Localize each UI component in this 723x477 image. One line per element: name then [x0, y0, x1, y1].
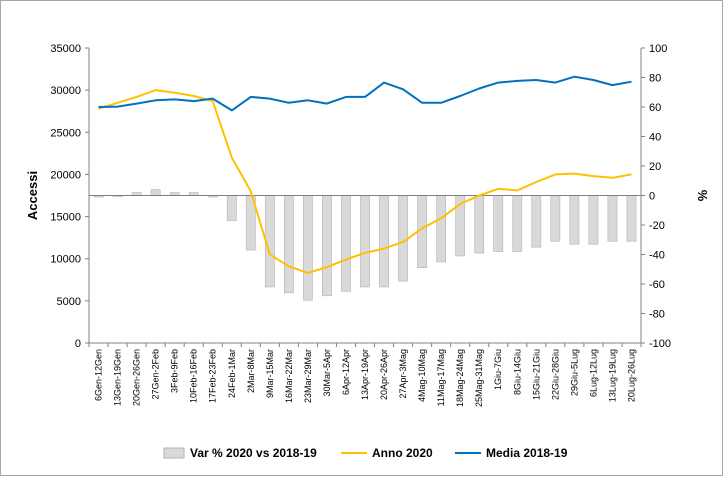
x-tick-label: 27Gen-2Feb	[151, 349, 161, 400]
y-right-tick-label: -80	[649, 309, 665, 321]
bar-11	[303, 195, 313, 301]
legend: Var % 2020 vs 2018-19 Anno 2020 Media 20…	[163, 446, 568, 460]
y-left-axis-title: Accessi	[25, 171, 40, 220]
y-left-tick-label: 20000	[50, 169, 81, 181]
x-tick-label: 10Feb-16Feb	[189, 349, 199, 403]
x-tick-label: 8Giu-14Giu	[512, 349, 522, 395]
x-tick-label: 3Feb-9Feb	[170, 349, 180, 393]
bar-21	[493, 195, 504, 252]
line-media-2018-19	[98, 75, 632, 112]
y-left-tick-label: 25000	[50, 127, 81, 139]
x-tick-label: 24Feb-1Mar	[227, 349, 237, 398]
x-tick-label: 13Gen-19Gen	[113, 349, 123, 406]
y-right-tick-label: -40	[649, 250, 665, 262]
y-right-tick-label: -20	[649, 220, 665, 232]
y-left-tick-label: 35000	[50, 43, 81, 55]
y-left-ticks: 0 5000 10000 15000 20000 25000 30000 35000	[50, 43, 89, 350]
y-right-ticks: -100 -80 -60 -40 -20 0 20 40 60 80 100	[641, 43, 671, 350]
y-left-tick-label: 0	[75, 338, 81, 350]
y-right-tick-label: 60	[649, 102, 661, 114]
line-series	[98, 75, 632, 274]
bar-24	[550, 195, 561, 242]
x-tick-label: 2Mar-8Mar	[246, 349, 256, 393]
x-tick-label: 27Apr-3Mag	[398, 349, 408, 399]
x-tick-label: 15Giu-21Giu	[531, 349, 541, 400]
bar-3	[150, 189, 161, 196]
bar-16	[398, 195, 408, 282]
y-left-tick-label: 5000	[57, 296, 81, 308]
bar-10	[283, 195, 294, 294]
y-right-tick-label: 0	[649, 191, 655, 203]
bar-27	[607, 195, 618, 242]
x-tick-label: 20Lug-26Lug	[626, 349, 636, 402]
y-right-tick-label: 80	[649, 73, 661, 85]
x-tick-label: 13Apr-19Apr	[360, 349, 370, 400]
x-tick-label: 30Mar-5Apr	[322, 349, 332, 397]
x-tick-label: 4Mag-10Mag	[417, 349, 427, 402]
bar-18	[436, 195, 447, 263]
bar-28	[626, 195, 637, 242]
x-tick-label: 17Feb-23Feb	[208, 349, 218, 403]
x-tick-label: 11Mag-17Mag	[436, 349, 446, 406]
x-tick-label: 23Mar-29Mar	[303, 349, 313, 403]
x-tick-label: 16Mar-22Mar	[284, 349, 294, 403]
x-tick-label: 20Apr-26Apr	[379, 349, 389, 400]
y-right-axis-title: %	[695, 190, 710, 202]
bar-25	[569, 195, 580, 245]
line-anno-2020	[98, 89, 632, 274]
y-left-tick-label: 30000	[50, 85, 81, 97]
bar-7	[226, 195, 237, 221]
x-ticks: 6Gen-12Gen 13Gen-19Gen 20Gen-26Gen 27Gen-2F…	[94, 349, 637, 407]
bar-14	[360, 195, 370, 288]
x-tick-label: 29Giu-5Lug	[569, 349, 579, 396]
y-right-tick-label: 100	[649, 43, 667, 55]
y-right-tick-label: -60	[649, 279, 665, 291]
bar-26	[588, 195, 599, 245]
x-tick-label: 22Giu-28Giu	[550, 349, 560, 400]
y-right-tick-label: -100	[649, 338, 671, 350]
x-tick-label: 1Giu-7Giu	[493, 349, 503, 390]
bar-22	[512, 195, 523, 252]
y-right-tick-label: 40	[649, 132, 661, 144]
bar-20	[474, 195, 485, 254]
y-left-tick-label: 15000	[50, 212, 81, 224]
y-right-tick-label: 20	[649, 161, 661, 173]
legend-label-anno-2020: Anno 2020	[372, 446, 433, 460]
bar-15	[379, 195, 389, 288]
bar-series-var	[93, 189, 637, 301]
bar-13	[341, 195, 351, 292]
x-tick-label: 6Lug-12Lug	[588, 349, 598, 397]
x-tick-label: 9Mar-15Mar	[265, 349, 275, 398]
x-tick-label: 6Gen-12Gen	[94, 349, 104, 401]
x-tick-label: 25Mag-31Mag	[474, 349, 484, 407]
x-tick-label: 18Mag-24Mag	[455, 349, 465, 407]
y-left-tick-label: 10000	[50, 254, 81, 266]
x-tick-label: 6Apr-12Apr	[341, 349, 351, 395]
legend-label-var: Var % 2020 vs 2018-19	[190, 446, 317, 460]
bar-23	[531, 195, 542, 248]
legend-swatch-var	[163, 447, 185, 459]
x-tick-label: 13Lug-19Lug	[607, 349, 617, 402]
legend-label-media: Media 2018-19	[486, 446, 568, 460]
bar-12	[322, 195, 332, 297]
x-tick-label: 20Gen-26Gen	[132, 349, 142, 406]
